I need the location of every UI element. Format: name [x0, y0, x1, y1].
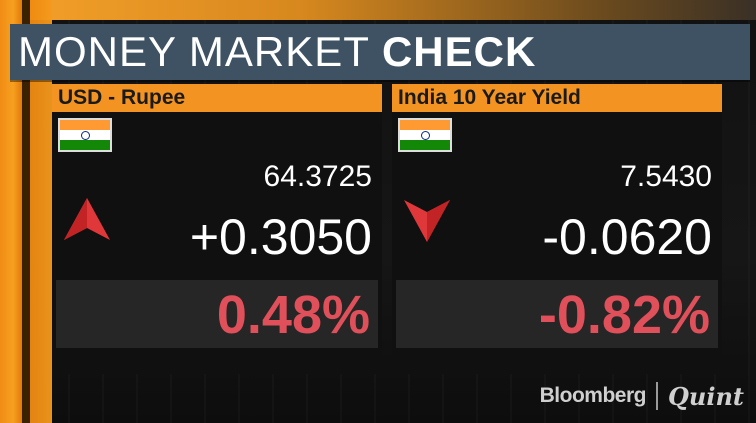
left-bar-shadow [22, 0, 30, 423]
title-bold: CHECK [381, 28, 537, 75]
arrow-up-icon [64, 198, 110, 240]
arrow-down-icon [404, 200, 450, 242]
india-flag-icon [58, 118, 112, 152]
page-title: MONEY MARKET CHECK [10, 31, 536, 73]
left-orange-bar-inner [30, 0, 52, 423]
panel-usd-rupee: USD - Rupee 64.3725 +0.3050 0.48% [52, 84, 382, 374]
percent-change: -0.82% [538, 285, 710, 345]
bloomberg-quint-logo: Bloomberg Quint [540, 376, 744, 416]
percent-box: -0.82% [396, 280, 718, 348]
left-orange-bar [0, 0, 22, 423]
percent-change: 0.48% [216, 285, 370, 345]
panel-title: USD - Rupee [52, 84, 382, 112]
india-flag-icon [398, 118, 452, 152]
header-banner: MONEY MARKET CHECK [10, 24, 750, 80]
panel-india-10-year-yield: India 10 Year Yield 7.5430 -0.0620 -0.82… [392, 84, 722, 374]
price-value: 7.5430 [620, 160, 712, 193]
logo-quint: Quint [667, 381, 744, 411]
change-value: -0.0620 [542, 209, 712, 265]
logo-bloomberg: Bloomberg [539, 384, 647, 407]
change-value: +0.3050 [189, 209, 372, 265]
title-light: MONEY MARKET [18, 28, 370, 75]
top-orange-strip [0, 0, 756, 20]
price-value: 64.3725 [263, 160, 372, 193]
panel-title: India 10 Year Yield [392, 84, 722, 112]
logo-separator [655, 382, 658, 410]
percent-box: 0.48% [56, 280, 378, 348]
